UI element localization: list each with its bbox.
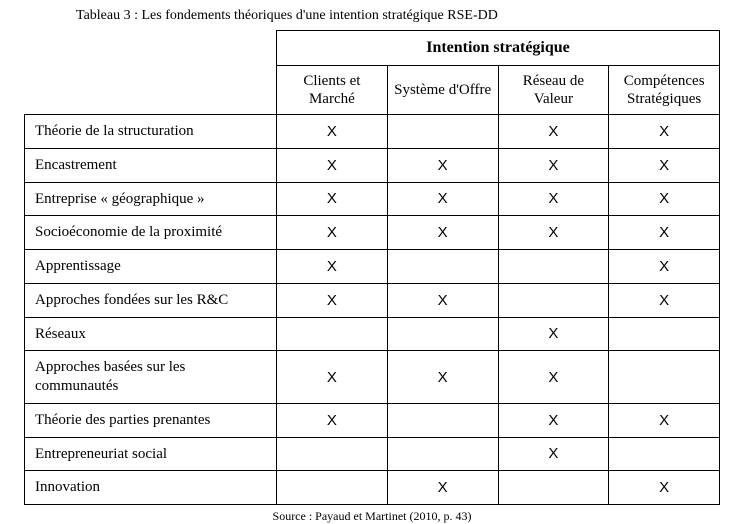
cell-mark <box>387 250 498 284</box>
table-row: Approches basées sur les communautésXXX <box>25 351 720 404</box>
row-label: Approches fondées sur les R&C <box>25 283 277 317</box>
cell-mark: X <box>498 317 609 351</box>
cell-mark: X <box>498 148 609 182</box>
table-row: Socioéconomie de la proximitéXXXX <box>25 216 720 250</box>
cell-mark <box>387 403 498 437</box>
cell-mark: X <box>387 283 498 317</box>
cell-mark: X <box>277 115 388 149</box>
table-row: Entreprise « géographique »XXXX <box>25 182 720 216</box>
cell-mark <box>277 317 388 351</box>
table-body: Théorie de la structurationXXXEncastreme… <box>25 115 720 505</box>
intention-table: Intention stratégique Clients et Marché … <box>24 30 720 505</box>
cell-mark: X <box>609 148 720 182</box>
cell-mark <box>387 115 498 149</box>
table-caption-bottom: Source : Payaud et Martinet (2010, p. 43… <box>24 509 720 524</box>
row-label: Socioéconomie de la proximité <box>25 216 277 250</box>
row-label: Encastrement <box>25 148 277 182</box>
cell-mark <box>277 437 388 471</box>
row-label: Approches basées sur les communautés <box>25 351 277 404</box>
row-label: Entrepreneuriat social <box>25 437 277 471</box>
cell-mark: X <box>498 182 609 216</box>
cell-mark <box>277 471 388 505</box>
cell-mark <box>387 437 498 471</box>
cell-mark: X <box>498 403 609 437</box>
cell-mark <box>609 437 720 471</box>
table-caption-top: Tableau 3 : Les fondements théoriques d'… <box>76 8 720 24</box>
group-header: Intention stratégique <box>277 31 720 66</box>
cell-mark <box>609 317 720 351</box>
cell-mark: X <box>277 403 388 437</box>
cell-mark: X <box>277 148 388 182</box>
table-row: EncastrementXXXX <box>25 148 720 182</box>
cell-mark <box>609 351 720 404</box>
cell-mark: X <box>609 115 720 149</box>
col-header-clients: Clients et Marché <box>277 66 388 115</box>
table-row: Entrepreneuriat social X <box>25 437 720 471</box>
col-header-reseau: Réseau de Valeur <box>498 66 609 115</box>
cell-mark: X <box>387 216 498 250</box>
cell-mark: X <box>498 115 609 149</box>
table-row: ApprentissageXX <box>25 250 720 284</box>
cell-mark: X <box>498 216 609 250</box>
table-row: Théorie de la structurationXXX <box>25 115 720 149</box>
cell-mark: X <box>387 148 498 182</box>
row-label: Théorie des parties prenantes <box>25 403 277 437</box>
col-header-systeme: Système d'Offre <box>387 66 498 115</box>
cell-mark: X <box>609 216 720 250</box>
cell-mark: X <box>498 437 609 471</box>
cell-mark <box>498 283 609 317</box>
cell-mark: X <box>277 250 388 284</box>
corner-cell <box>25 31 277 115</box>
cell-mark: X <box>609 471 720 505</box>
cell-mark: X <box>387 182 498 216</box>
cell-mark <box>498 471 609 505</box>
table-row: Approches fondées sur les R&CXXX <box>25 283 720 317</box>
row-label: Réseaux <box>25 317 277 351</box>
cell-mark: X <box>387 351 498 404</box>
row-label: Innovation <box>25 471 277 505</box>
cell-mark: X <box>277 351 388 404</box>
cell-mark: X <box>609 250 720 284</box>
row-label: Théorie de la structuration <box>25 115 277 149</box>
cell-mark: X <box>609 182 720 216</box>
cell-mark: X <box>498 351 609 404</box>
cell-mark: X <box>609 283 720 317</box>
cell-mark: X <box>277 182 388 216</box>
cell-mark: X <box>277 216 388 250</box>
cell-mark: X <box>609 403 720 437</box>
table-row: Réseaux X <box>25 317 720 351</box>
col-header-competences: Compétences Stratégiques <box>609 66 720 115</box>
table-row: Innovation X X <box>25 471 720 505</box>
cell-mark <box>498 250 609 284</box>
row-label: Apprentissage <box>25 250 277 284</box>
table-row: Théorie des parties prenantesXXX <box>25 403 720 437</box>
cell-mark: X <box>277 283 388 317</box>
cell-mark <box>387 317 498 351</box>
row-label: Entreprise « géographique » <box>25 182 277 216</box>
cell-mark: X <box>387 471 498 505</box>
